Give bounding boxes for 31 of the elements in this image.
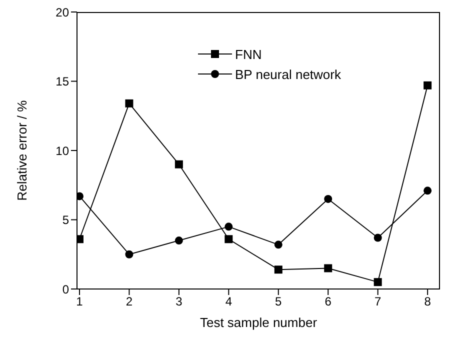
y-tick-label: 15 — [56, 74, 70, 89]
point — [174, 160, 183, 168]
point — [174, 236, 183, 245]
point — [125, 250, 134, 258]
y-tick-label: 0 — [62, 282, 70, 296]
point — [374, 234, 382, 242]
point — [224, 222, 233, 231]
x-tick-label: 1 — [76, 294, 84, 309]
point — [424, 81, 432, 90]
point — [324, 264, 332, 272]
y-tick-label: 10 — [56, 144, 70, 158]
legend-label: BP neural network — [235, 66, 341, 82]
y-tick-label: 5 — [62, 213, 70, 228]
point — [125, 99, 134, 108]
point — [224, 235, 233, 244]
point — [374, 278, 382, 286]
x-tick-label: 5 — [275, 294, 282, 309]
legend-label: FNN — [235, 46, 262, 62]
x-axis-title: Test sample number — [200, 315, 318, 330]
y-axis-title: Relative error / % — [14, 100, 30, 201]
x-tick-label: 7 — [374, 294, 382, 309]
x-tick-label: 6 — [324, 294, 332, 309]
x-tick-label: 4 — [225, 294, 232, 309]
point — [424, 186, 432, 195]
point — [274, 240, 282, 249]
point — [324, 194, 332, 203]
y-tick-label: 20 — [56, 5, 70, 20]
x-tick-label: 8 — [424, 294, 432, 309]
x-tick-label: 3 — [176, 294, 183, 309]
point — [274, 266, 282, 274]
x-tick-label: 2 — [126, 294, 133, 309]
